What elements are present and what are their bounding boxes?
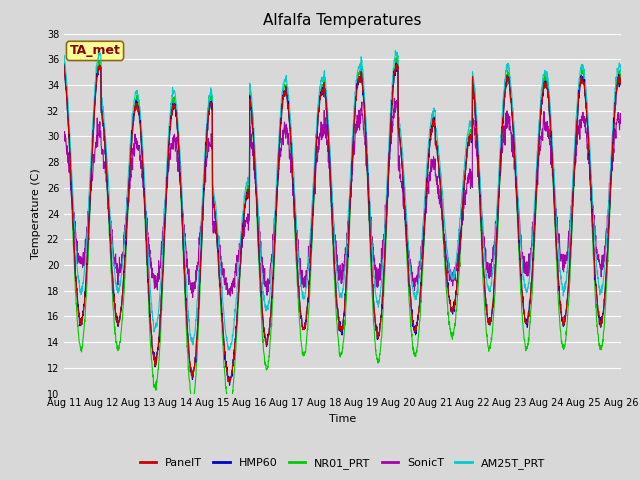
X-axis label: Time: Time xyxy=(329,414,356,424)
Legend: PanelT, HMP60, NR01_PRT, SonicT, AM25T_PRT: PanelT, HMP60, NR01_PRT, SonicT, AM25T_P… xyxy=(135,453,550,473)
Text: TA_met: TA_met xyxy=(70,44,120,58)
Y-axis label: Temperature (C): Temperature (C) xyxy=(31,168,41,259)
Title: Alfalfa Temperatures: Alfalfa Temperatures xyxy=(263,13,422,28)
